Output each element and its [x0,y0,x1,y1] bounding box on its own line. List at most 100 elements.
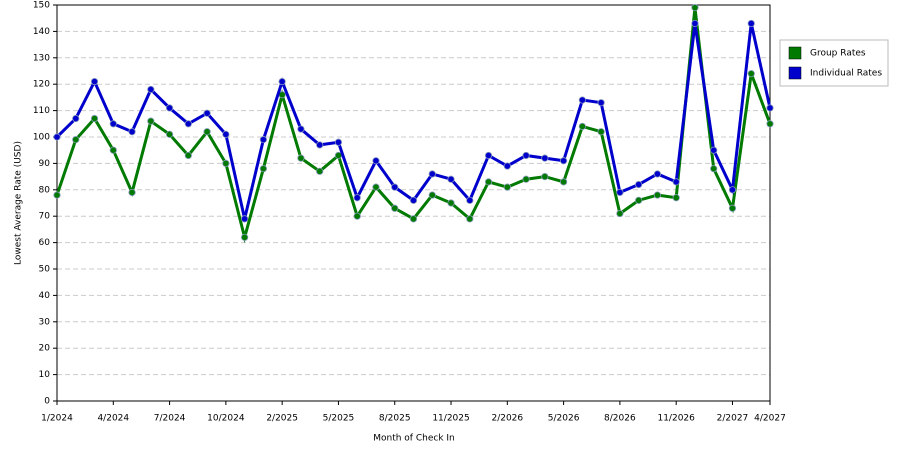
data-point [428,170,436,178]
data-point [616,209,624,218]
data-point [316,167,324,175]
x-tick-label: 10/2024 [207,414,245,424]
data-point [372,183,380,191]
legend-label: Individual Rates [810,69,882,79]
data-point [672,194,680,202]
x-tick-label: 4/2027 [754,414,786,424]
data-point [728,186,737,194]
y-tick-label: 20 [39,344,51,354]
y-tick-label: 110 [33,106,50,116]
data-point [90,114,99,123]
y-tick-label: 100 [33,133,50,143]
y-tick-label: 140 [33,27,50,37]
data-point [109,120,117,128]
y-tick-label: 80 [39,185,51,195]
data-point [391,183,399,191]
data-point [165,104,174,112]
data-point [503,162,511,170]
data-point [128,188,136,197]
data-point [484,151,493,160]
data-point [334,138,343,146]
data-point [541,154,549,162]
data-point [522,151,530,160]
data-point [165,130,174,138]
data-point [372,157,380,165]
data-point [484,178,493,186]
data-point [653,191,662,199]
data-point [353,212,361,220]
data-point [147,117,155,125]
data-point [710,165,718,173]
data-point [147,85,155,94]
data-point [241,215,249,223]
data-point [128,128,136,136]
data-point [728,204,737,212]
data-point [541,173,549,181]
data-point [53,191,61,199]
legend-label: Group Rates [810,49,866,59]
data-point [297,154,305,162]
y-tick-label: 30 [39,317,51,327]
data-point [747,19,755,28]
data-point [184,120,192,128]
data-point [72,136,80,144]
data-point [53,133,61,141]
data-point [522,175,530,183]
x-tick-label: 2/2025 [266,414,298,424]
x-tick-label: 5/2025 [323,414,355,424]
x-axis-label: Month of Check In [373,434,455,444]
data-point [560,178,568,186]
x-tick-label: 8/2025 [379,414,411,424]
data-point [297,125,305,133]
x-tick-label: 2/2027 [717,414,749,424]
data-point [635,196,643,204]
x-tick-label: 7/2024 [154,414,186,424]
data-point [428,191,436,199]
data-point [466,196,474,204]
data-point [409,196,418,204]
data-point [747,70,755,78]
data-point [353,194,361,202]
data-point [222,130,230,138]
x-tick-label: 11/2026 [657,414,695,424]
y-axis-label: Lowest Average Rate (USD) [14,141,24,265]
y-tick-label: 130 [33,53,50,63]
data-point [241,233,249,241]
x-tick-label: 2/2026 [491,414,523,424]
data-point [578,122,586,131]
y-tick-label: 50 [39,265,51,275]
data-point [672,178,680,186]
y-tick-label: 60 [39,238,51,248]
data-point [710,146,718,154]
data-point [409,215,418,223]
data-point [222,159,230,167]
data-point [616,188,624,197]
data-point [691,19,699,28]
data-point [447,199,455,207]
data-point [203,128,211,136]
legend-swatch [788,66,802,80]
x-tick-label: 5/2026 [548,414,580,424]
y-tick-label: 90 [39,159,51,169]
data-point [90,77,99,86]
data-point [597,128,605,136]
data-point [766,120,774,128]
data-point [109,146,117,154]
x-tick-label: 11/2025 [432,414,469,424]
x-tick-label: 8/2026 [604,414,636,424]
data-point [691,4,699,12]
data-point [503,183,511,191]
data-point [653,170,662,178]
data-point [72,114,80,123]
data-point [560,157,568,165]
data-point [184,151,192,160]
y-tick-label: 10 [39,370,51,380]
y-tick-label: 0 [44,397,50,407]
data-point [597,99,605,107]
x-tick-label: 1/2024 [41,414,73,424]
y-tick-label: 40 [39,291,51,301]
y-tick-label: 150 [33,1,50,11]
y-tick-label: 120 [33,80,50,90]
x-tick-label: 4/2024 [97,414,129,424]
data-point [316,141,324,149]
